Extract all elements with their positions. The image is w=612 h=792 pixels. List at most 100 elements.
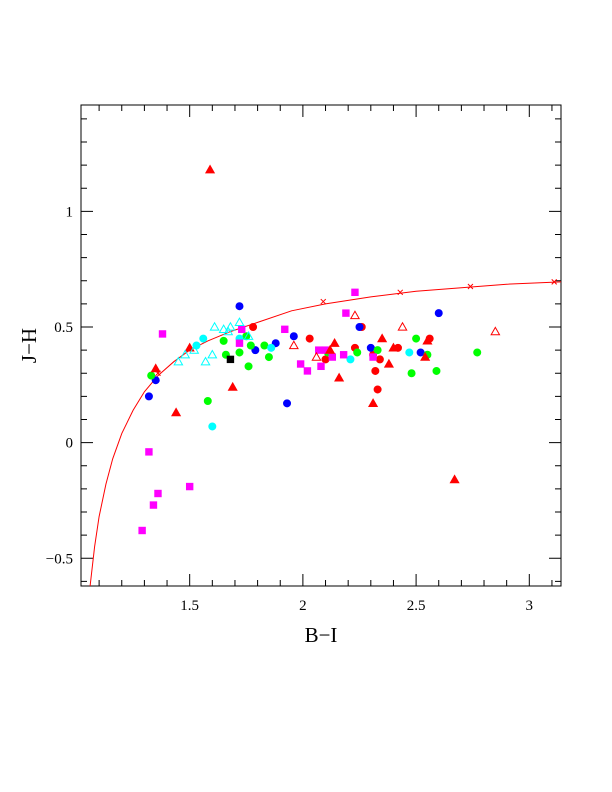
green-circle-point — [407, 369, 416, 378]
curve-cross-marker — [551, 279, 558, 285]
green-circle-point — [432, 366, 441, 375]
green-circle-point — [244, 362, 253, 371]
blue-circle-point — [235, 302, 244, 311]
cyan-circle-point — [405, 348, 414, 357]
magenta-square-point — [342, 309, 350, 317]
x-tick-labels: 1.5 2 2.5 3 — [180, 598, 533, 614]
green-circle-point — [353, 348, 362, 357]
red-triangle-point — [388, 342, 399, 352]
magenta-square-point — [145, 448, 153, 456]
cross-stroke — [467, 283, 474, 290]
blue-circle-point — [434, 309, 443, 318]
x-tick-label: 2 — [299, 598, 307, 614]
cyan-triangle-open-point — [189, 344, 200, 354]
cyan-triangle-open-point — [223, 326, 234, 336]
cyan-triangle-open-point — [218, 324, 229, 333]
curve-cross-marker — [320, 298, 327, 305]
red-triangle-point — [383, 358, 394, 368]
cyan-triangle-open-point — [207, 349, 218, 359]
blue-circle-point — [366, 343, 375, 352]
red-triangle-open-point — [311, 351, 322, 361]
cross-stroke — [320, 298, 327, 305]
curve-cross-marker — [467, 283, 474, 290]
green-circle-point — [219, 336, 228, 345]
blue-circle-point — [283, 399, 292, 408]
blue-circle-point — [144, 392, 153, 401]
red-circle-point — [321, 355, 330, 364]
cyan-triangle-open-point — [173, 356, 184, 366]
blue-circle-point — [416, 348, 425, 357]
red-triangle-point — [184, 342, 195, 352]
curve-line — [89, 281, 561, 586]
red-triangle-point — [324, 344, 336, 354]
red-triangle-point — [449, 474, 460, 484]
y-tick-labels: −0.5 0 0.5 1 — [46, 204, 73, 567]
y-tick-label: −0.5 — [46, 551, 73, 567]
cyan-circle-point — [208, 422, 217, 431]
red-triangle-open-point — [349, 310, 361, 320]
red-circle-point — [373, 385, 382, 394]
axis-ticks — [81, 105, 561, 586]
red-triangle-open-point — [490, 326, 501, 336]
green-circle-point — [373, 346, 382, 355]
magenta-square-point — [351, 288, 359, 297]
model-curve — [89, 279, 561, 586]
black-square-point — [226, 355, 235, 364]
plot-frame — [80, 104, 562, 587]
magenta-square-point — [281, 325, 289, 334]
red-triangle-point — [171, 407, 182, 417]
magenta-square-point — [138, 526, 146, 535]
cyan-triangle-open-point — [180, 349, 191, 359]
red-triangle-point — [334, 372, 345, 382]
magenta-square-point — [328, 353, 337, 361]
red-circle-point — [371, 366, 380, 375]
magenta-square-point — [317, 362, 325, 371]
cyan-triangle-open-point — [200, 356, 211, 366]
green-circle-point — [412, 334, 421, 343]
magenta-square-point — [149, 501, 158, 509]
magenta-square-point — [158, 330, 167, 338]
red-circle-point — [375, 355, 384, 364]
data-points — [138, 164, 501, 535]
green-circle-point — [203, 397, 212, 405]
green-circle-point — [246, 341, 255, 350]
magenta-square-point — [235, 339, 244, 347]
x-tick-label: 1.5 — [180, 598, 199, 614]
cyan-triangle-open-point — [234, 317, 245, 327]
magenta-square-point — [296, 360, 305, 368]
cyan-circle-point — [267, 343, 276, 352]
magenta-square-point — [369, 353, 377, 361]
cyan-triangle-open-point — [243, 331, 254, 340]
x-tick-label: 2.5 — [407, 598, 426, 614]
y-tick-label: 0.5 — [54, 320, 73, 336]
magenta-square-point — [238, 325, 246, 334]
cyan-circle-point — [199, 334, 208, 343]
cyan-triangle-open-point — [209, 321, 220, 331]
y-axis-label: J−H — [17, 328, 41, 363]
green-circle-point — [264, 353, 273, 362]
red-triangle-point — [329, 337, 340, 347]
magenta-square-point — [154, 489, 162, 498]
red-triangle-point — [422, 335, 433, 345]
cross-stroke — [397, 289, 404, 296]
red-triangle-open-point — [288, 340, 299, 350]
plot-border — [80, 104, 562, 587]
magenta-square-point — [339, 351, 348, 359]
green-circle-point — [235, 348, 244, 357]
red-triangle-open-point — [397, 321, 408, 331]
blue-circle-point — [289, 332, 298, 341]
cross-stroke — [551, 279, 558, 285]
cyan-triangle-open-point — [225, 321, 236, 331]
red-triangle-point — [150, 363, 161, 373]
green-circle-point — [473, 348, 482, 357]
x-tick-label: 3 — [526, 598, 534, 614]
red-circle-point — [249, 323, 258, 331]
x-axis-label: B−I — [305, 623, 338, 647]
y-tick-label: 1 — [66, 204, 74, 220]
red-triangle-point — [227, 381, 238, 391]
red-triangle-point — [377, 333, 388, 343]
magenta-square-point — [185, 482, 194, 491]
green-circle-point — [147, 371, 156, 380]
magenta-square-point — [303, 367, 312, 375]
